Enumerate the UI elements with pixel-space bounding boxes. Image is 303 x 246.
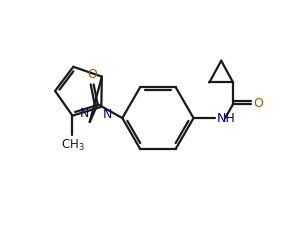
Text: N: N xyxy=(79,107,89,120)
Text: CH$_3$: CH$_3$ xyxy=(61,138,84,153)
Text: N: N xyxy=(102,108,112,121)
Text: O: O xyxy=(88,68,98,81)
Text: O: O xyxy=(253,97,263,110)
Text: NH: NH xyxy=(216,111,235,124)
